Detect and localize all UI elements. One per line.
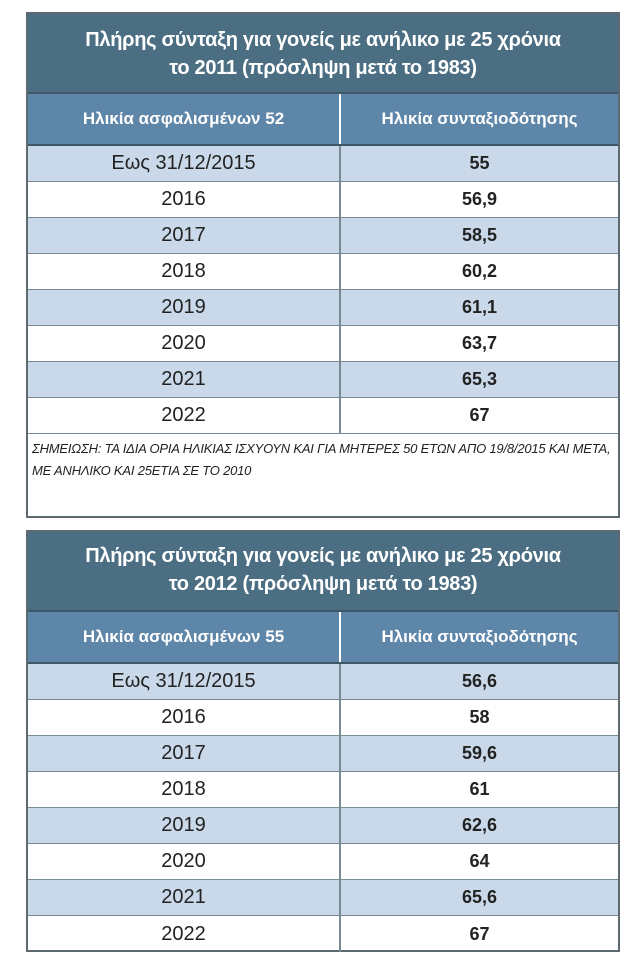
- table-row: 2022 67: [28, 398, 618, 434]
- year-cell: 2016: [28, 182, 341, 217]
- table-row: 2018 61: [28, 772, 618, 808]
- year-cell: 2019: [28, 808, 341, 843]
- age-cell: 61: [469, 779, 490, 799]
- age-cell: 58: [469, 707, 490, 727]
- age-cell: 65,3: [461, 369, 498, 389]
- year-cell: 2018: [28, 772, 341, 807]
- year-cell: 2021: [28, 880, 341, 915]
- column-header-insured-age: Ηλικία ασφαλισμένων 52: [28, 94, 341, 144]
- table-title-line1: Πλήρης σύνταξη για γονείς με ανήλικο με …: [85, 545, 561, 567]
- table-row: 2021 65,6: [28, 880, 618, 916]
- year-cell: 2022: [28, 398, 341, 433]
- age-cell: 63,7: [461, 333, 498, 353]
- column-header-retirement-age: Ηλικία συνταξιοδότησης: [381, 109, 578, 128]
- column-header-retirement-age: Ηλικία συνταξιοδότησης: [381, 627, 578, 646]
- table-note: ΣΗΜΕΙΩΣΗ: ΤΑ ΙΔΙΑ ΟΡΙΑ ΗΛΙΚΙΑΣ ΙΣΧΥΟΥΝ Κ…: [32, 441, 611, 478]
- year-cell: 2020: [28, 844, 341, 879]
- age-cell: 55: [469, 153, 490, 173]
- age-cell: 60,2: [461, 261, 498, 281]
- age-cell: 61,1: [461, 297, 498, 317]
- table-row: 2018 60,2: [28, 254, 618, 290]
- year-cell: 2020: [28, 326, 341, 361]
- year-cell: 2018: [28, 254, 341, 289]
- age-cell: 59,6: [461, 743, 498, 763]
- year-cell: Εως 31/12/2015: [28, 664, 341, 699]
- table-row: 2017 59,6: [28, 736, 618, 772]
- table-row: 2021 65,3: [28, 362, 618, 398]
- year-cell: 2016: [28, 700, 341, 735]
- age-cell: 56,9: [461, 189, 498, 209]
- table-row: Εως 31/12/2015 55: [28, 146, 618, 182]
- table-row: 2019 62,6: [28, 808, 618, 844]
- table-header-row: Ηλικία ασφαλισμένων 52 Ηλικία συνταξιοδό…: [28, 94, 618, 146]
- table-row: 2017 58,5: [28, 218, 618, 254]
- year-cell: 2017: [28, 736, 341, 771]
- table-title-line2: το 2012 (πρόσληψη μετά το 1983): [168, 573, 478, 595]
- age-cell: 67: [469, 923, 490, 944]
- table-header-row: Ηλικία ασφαλισμένων 55 Ηλικία συνταξιοδό…: [28, 612, 618, 664]
- age-cell: 64: [469, 851, 490, 871]
- age-cell: 58,5: [461, 225, 498, 245]
- retirement-table-2011: Πλήρης σύνταξη για γονείς με ανήλικο με …: [26, 12, 620, 518]
- table-row: 2022 67: [28, 916, 618, 952]
- year-cell: 2017: [28, 218, 341, 253]
- year-cell: Εως 31/12/2015: [28, 146, 341, 181]
- table-row: 2019 61,1: [28, 290, 618, 326]
- table-row: 2020 63,7: [28, 326, 618, 362]
- age-cell: 62,6: [461, 815, 498, 835]
- year-cell: 2021: [28, 362, 341, 397]
- year-cell: 2019: [28, 290, 341, 325]
- column-header-insured-age: Ηλικία ασφαλισμένων 55: [28, 612, 341, 662]
- table-title: Πλήρης σύνταξη για γονείς με ανήλικο με …: [28, 14, 618, 94]
- table-row: Εως 31/12/2015 56,6: [28, 664, 618, 700]
- table-row: 2016 58: [28, 700, 618, 736]
- year-cell: 2022: [28, 916, 341, 952]
- table-title: Πλήρης σύνταξη για γονείς με ανήλικο με …: [28, 532, 618, 612]
- age-cell: 56,6: [461, 671, 498, 691]
- age-cell: 67: [469, 405, 490, 425]
- table-title-line2: το 2011 (πρόσληψη μετά το 1983): [169, 57, 477, 79]
- table-row: 2016 56,9: [28, 182, 618, 218]
- table-title-line1: Πλήρης σύνταξη για γονείς με ανήλικο με …: [85, 29, 561, 51]
- retirement-table-2012: Πλήρης σύνταξη για γονείς με ανήλικο με …: [26, 530, 620, 952]
- table-row: 2020 64: [28, 844, 618, 880]
- age-cell: 65,6: [461, 887, 498, 907]
